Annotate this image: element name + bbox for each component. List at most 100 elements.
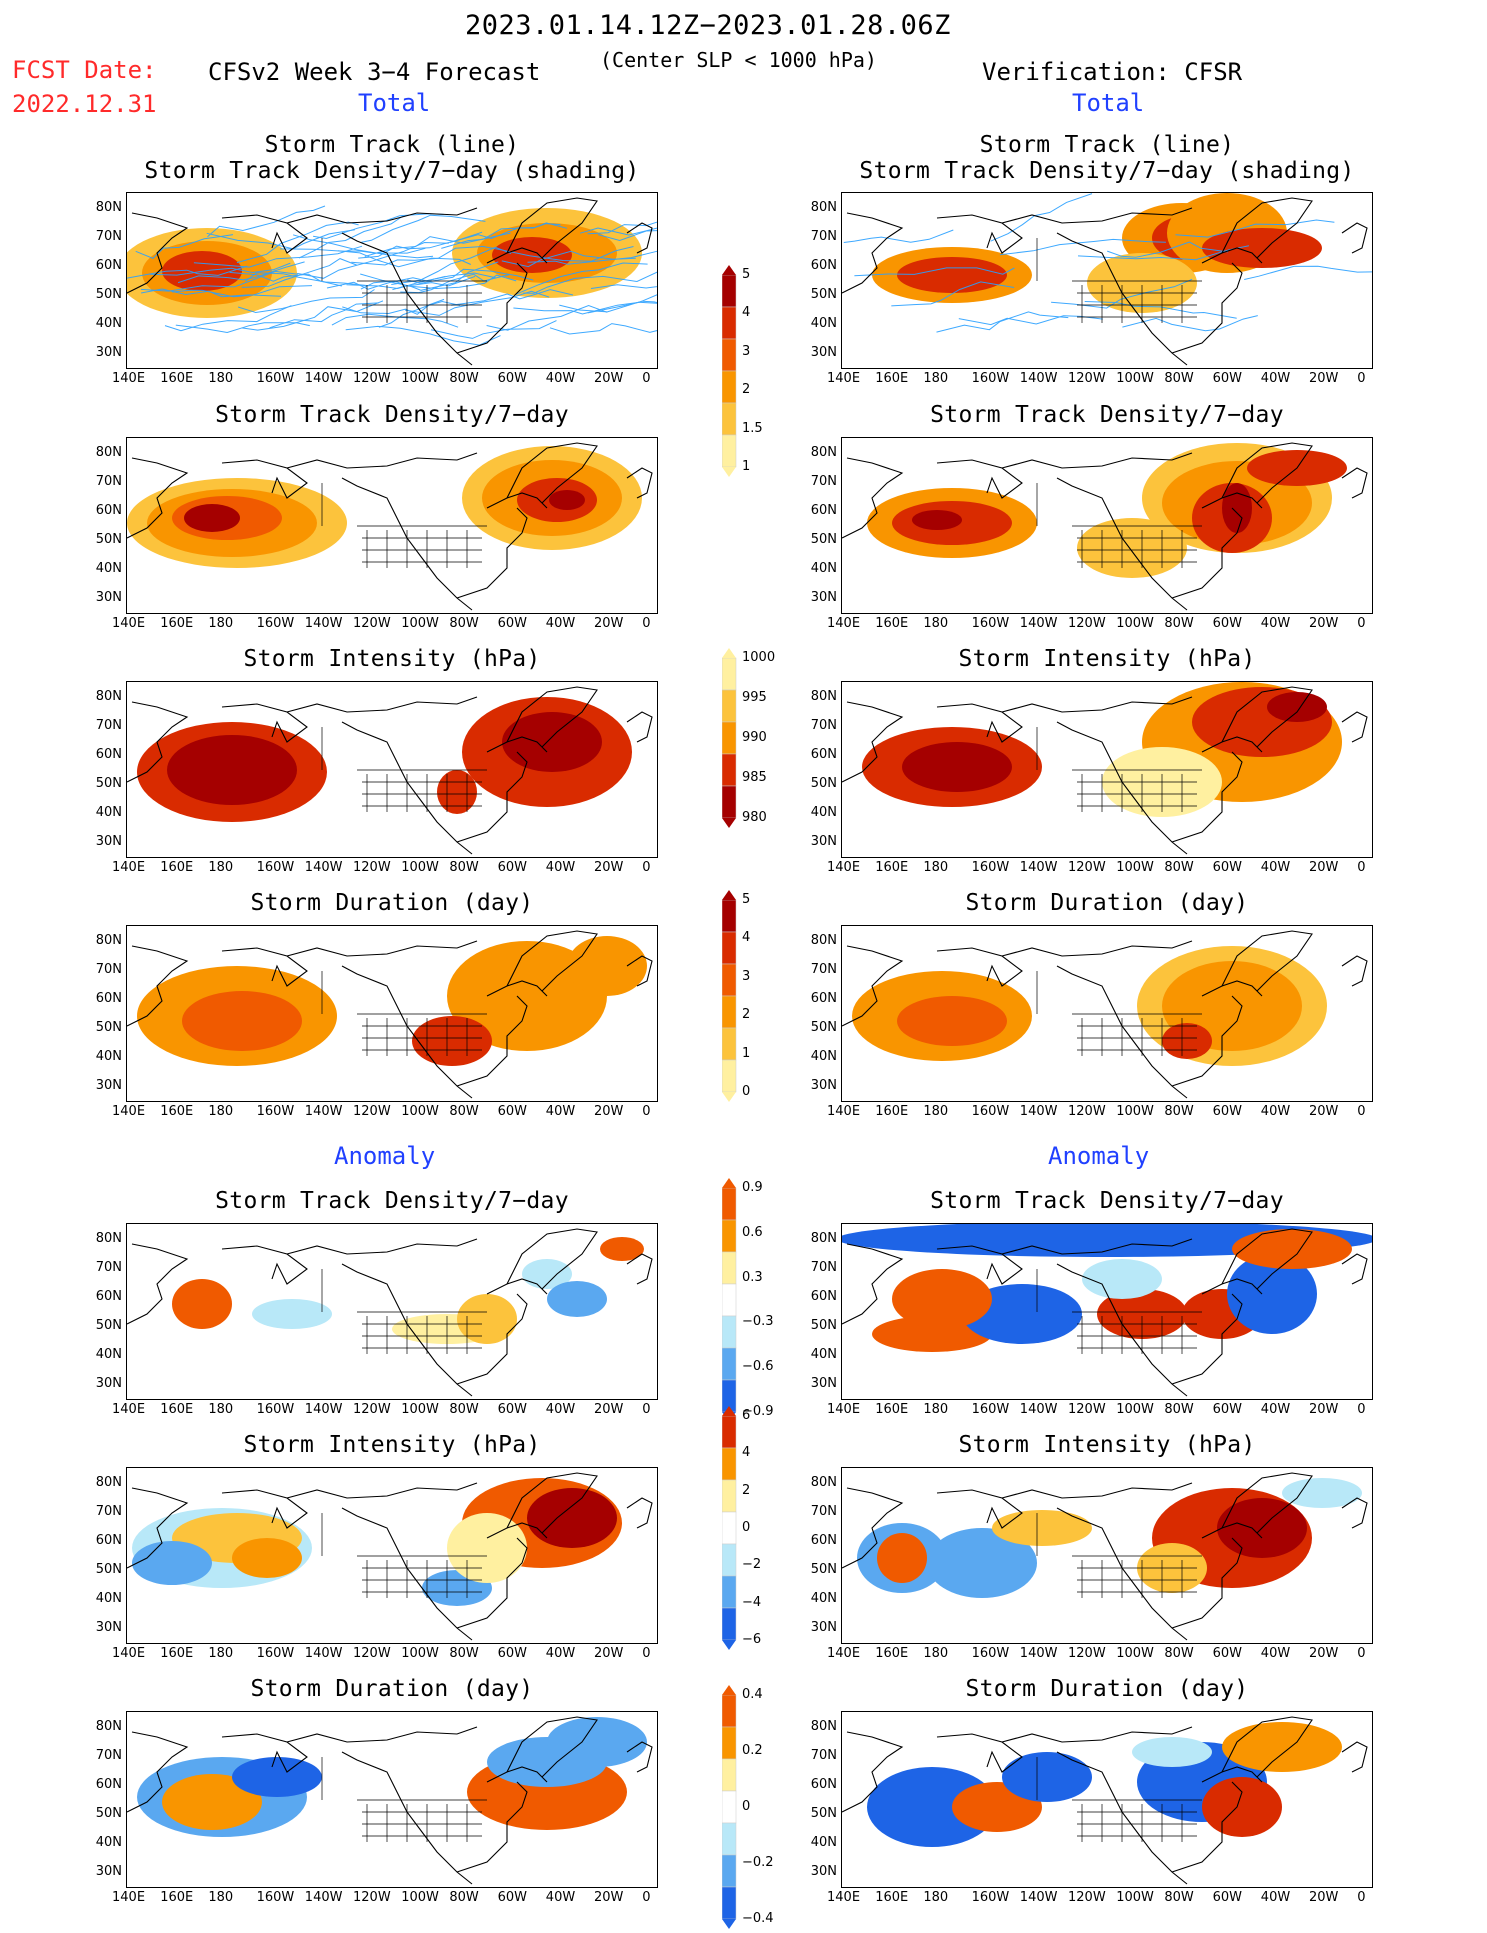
colorbar-arrow-bottom: [722, 467, 736, 477]
colorbar-duration-anom: 0.4 0.2 0 −0.2 −0.4: [721, 1685, 774, 1933]
lon-tick-label: 100W: [401, 616, 439, 631]
shaded-region: [447, 1513, 527, 1583]
lat-tick-label: 40N: [810, 1049, 837, 1064]
title-track-density-shading-right: Storm Track Density/7−day (shading): [859, 158, 1355, 184]
lon-tick-label: 140E: [112, 860, 146, 875]
lat-tick-label: 50N: [810, 532, 837, 547]
shaded-region: [182, 991, 302, 1051]
lon-tick-label: 140W: [304, 860, 343, 875]
shaded-region: [457, 1294, 517, 1344]
lon-tick-label: 160W: [971, 616, 1010, 631]
lon-tick-label: 20W: [1309, 860, 1339, 875]
lon-tick-label: 160E: [875, 860, 909, 875]
colorbar-arrow-bottom: [722, 1919, 736, 1929]
colorbar-arrow-top: [722, 648, 736, 658]
shaded-region: [1097, 1289, 1187, 1339]
colorbar-label: −4: [742, 1594, 762, 1610]
colorbar-label: 1000: [742, 650, 776, 665]
lat-tick-label: 70N: [810, 1504, 837, 1519]
colorbar-label: 0.6: [742, 1224, 763, 1240]
lon-tick-label: 140E: [827, 860, 861, 875]
colorbar-label: −2: [742, 1557, 762, 1573]
storm-track-line: [1122, 315, 1258, 332]
shaded-region: [547, 1281, 607, 1317]
lon-tick-label: 0: [1357, 1402, 1366, 1417]
lon-tick-label: 40W: [545, 1402, 576, 1417]
storm-track-line: [598, 230, 657, 242]
lat-tick-label: 40N: [95, 561, 122, 576]
storm-track-line: [999, 238, 1166, 256]
lon-tick-label: 0: [1357, 1890, 1366, 1905]
anomaly-label-left: Anomaly: [334, 1142, 436, 1170]
lon-tick-label: 140W: [304, 371, 343, 386]
lon-tick-label: 140W: [1019, 1104, 1058, 1119]
lat-tick-label: 80N: [810, 200, 837, 215]
map-canvas: [127, 1716, 653, 1885]
lon-tick-label: 140W: [1019, 371, 1058, 386]
storm-track-line: [590, 284, 657, 289]
lon-tick-label: 100W: [1116, 1646, 1154, 1661]
colorbar-swatch: [721, 434, 737, 468]
map-density-anom-verification: [841, 1223, 1373, 1400]
lat-tick-label: 40N: [95, 805, 122, 820]
colorbar-label: 2: [742, 1007, 751, 1023]
shaded-region: [527, 1488, 617, 1548]
lon-tick-label: 160W: [971, 860, 1010, 875]
map-canvas: [127, 1228, 653, 1397]
colorbar-label: 1: [742, 1045, 751, 1061]
colorbar-label: 1: [742, 459, 751, 474]
lon-tick-label: 60W: [497, 616, 527, 631]
lon-tick-label: 160E: [160, 1890, 194, 1905]
lat-tick-label: 50N: [95, 532, 122, 547]
storm-track-line: [430, 320, 557, 339]
lon-tick-label: 180: [923, 1646, 949, 1661]
lon-tick-label: 60W: [1212, 1402, 1242, 1417]
storm-track-line: [177, 261, 305, 284]
lat-tick-label: 80N: [95, 1475, 122, 1490]
colorbar-swatch: [721, 1694, 737, 1728]
colorbar-label: −6: [742, 1632, 762, 1647]
lon-tick-label: 120W: [1068, 616, 1106, 631]
lon-tick-label: 140W: [1019, 1890, 1058, 1905]
lon-tick-label: 160W: [256, 616, 295, 631]
lat-tick-label: 30N: [95, 834, 122, 849]
lat-tick-label: 60N: [810, 991, 837, 1006]
colorbar-swatch: [721, 1854, 737, 1888]
colorbar-swatch: [721, 1219, 737, 1253]
storm-track-line: [527, 250, 657, 265]
lon-tick-label: 100W: [401, 1890, 439, 1905]
map-intensity-anom-verification: [841, 1467, 1373, 1644]
colorbar-swatch: [721, 1726, 737, 1760]
colorbar-swatch: [721, 689, 737, 723]
lon-tick-label: 120W: [353, 371, 391, 386]
storm-track-line: [1244, 265, 1372, 280]
lat-tick-label: 80N: [95, 1719, 122, 1734]
lat-tick-label: 50N: [810, 287, 837, 302]
title-intensity-right: Storm Intensity (hPa): [958, 646, 1256, 672]
lon-tick-label: 40W: [1260, 1402, 1291, 1417]
shaded-region: [1202, 1777, 1282, 1837]
map-density-verification: [841, 437, 1373, 614]
lon-tick-label: 100W: [401, 1646, 439, 1661]
shaded-region: [1232, 1229, 1352, 1269]
shaded-region: [547, 1717, 647, 1767]
lon-tick-label: 80W: [449, 1104, 479, 1119]
storm-track-line: [404, 290, 550, 316]
lat-tick-label: 70N: [810, 1260, 837, 1275]
lon-tick-label: 140E: [827, 1890, 861, 1905]
map-canvas: [127, 686, 653, 855]
map-canvas: [842, 682, 1368, 855]
lon-tick-label: 120W: [353, 616, 391, 631]
lon-tick-label: 180: [208, 616, 234, 631]
lon-tick-label: 60W: [1212, 371, 1242, 386]
lon-tick-label: 0: [642, 371, 651, 386]
lon-tick-label: 160W: [256, 1104, 295, 1119]
date-range: 2023.01.14.12Z−2023.01.28.06Z: [465, 10, 951, 41]
colorbar-label: −0.4: [742, 1911, 774, 1926]
colorbar-label: 1.5: [742, 420, 763, 436]
lon-tick-label: 20W: [594, 1890, 624, 1905]
lat-tick-label: 70N: [810, 718, 837, 733]
lon-tick-label: 40W: [1260, 1104, 1291, 1119]
lat-tick-label: 70N: [810, 962, 837, 977]
colorbar-swatch: [721, 1027, 737, 1061]
